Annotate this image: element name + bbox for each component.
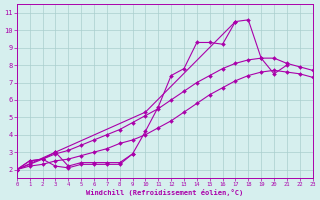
X-axis label: Windchill (Refroidissement éolien,°C): Windchill (Refroidissement éolien,°C) xyxy=(86,189,243,196)
